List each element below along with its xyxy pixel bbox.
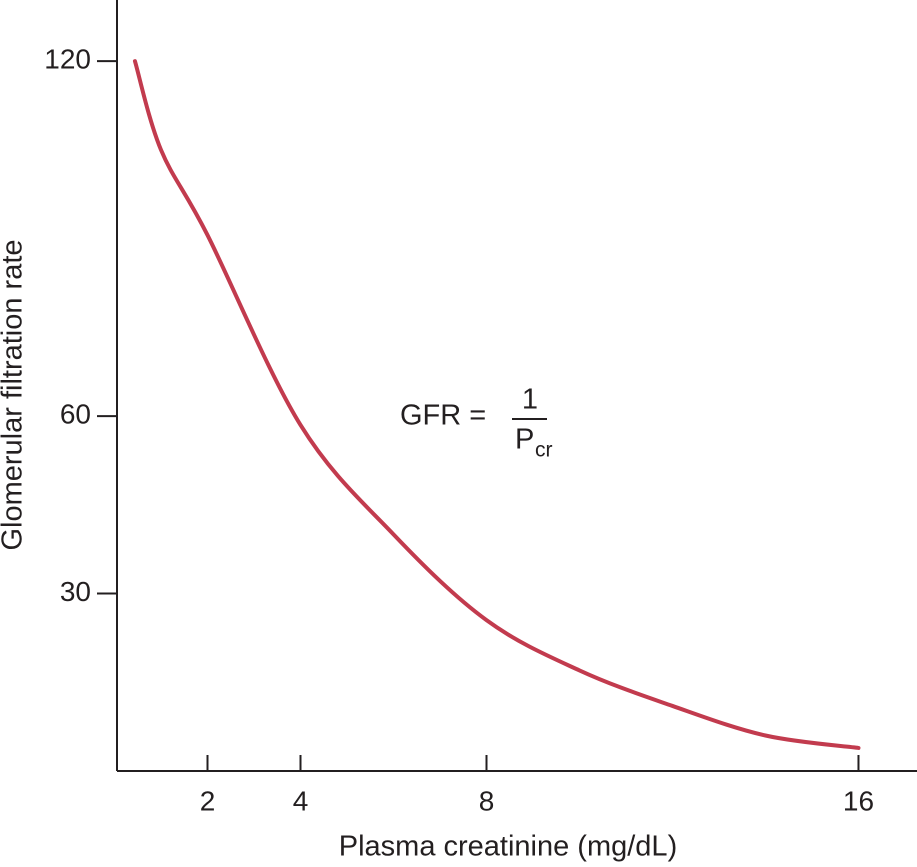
y-tick-label: 60 — [60, 398, 91, 429]
x-axis-title: Plasma creatinine (mg/dL) — [339, 831, 677, 863]
annotation: GFR = 1 P cr — [400, 384, 553, 462]
y-tick-label: 30 — [60, 576, 91, 607]
x-tick-label: 4 — [293, 785, 309, 816]
x-tick-label: 16 — [843, 785, 874, 816]
annotation-denominator: P — [515, 424, 534, 456]
x-tick-label: 2 — [200, 785, 216, 816]
annotation-lhs: GFR = — [400, 400, 486, 432]
annotation-subscript: cr — [535, 439, 553, 462]
y-tick-label: 120 — [44, 44, 91, 75]
x-tick-label: 8 — [479, 785, 495, 816]
annotation-numerator: 1 — [522, 384, 538, 416]
y-axis-title: Glomerular filtration rate — [0, 239, 29, 550]
curve — [132, 59, 861, 750]
